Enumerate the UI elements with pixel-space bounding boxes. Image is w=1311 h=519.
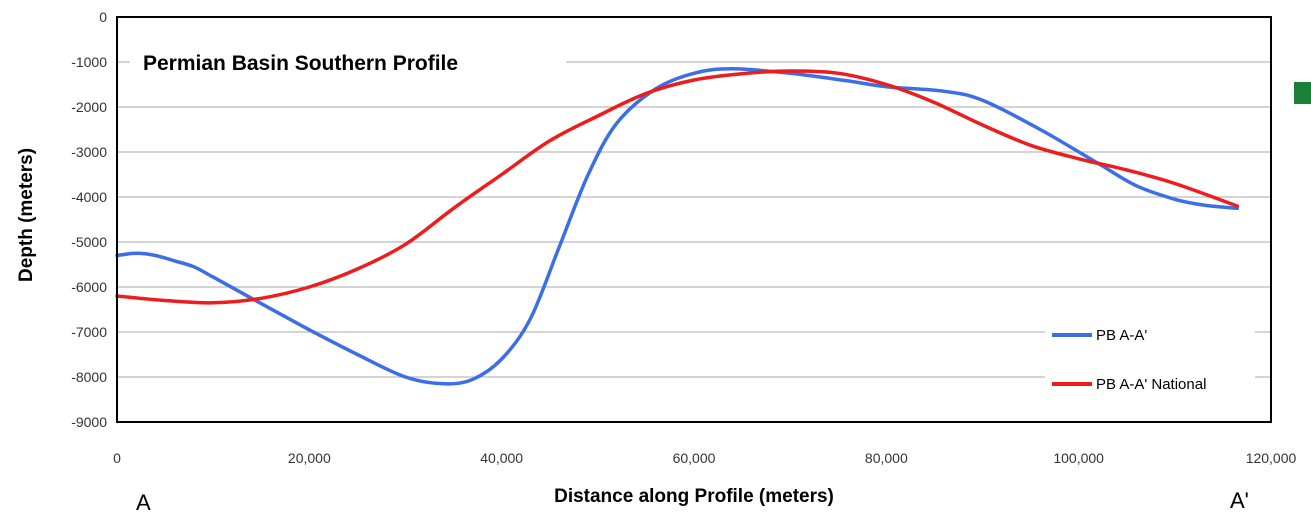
x-tick-label: 40,000 [480,450,523,466]
y-tick-label: -5000 [71,234,107,250]
x-tick-label: 120,000 [1246,450,1297,466]
chart-title-background [130,38,566,86]
y-tick-label: -7000 [71,324,107,340]
endpoint-label-left: A [136,490,151,515]
y-tick-label: -1000 [71,54,107,70]
x-tick-label: 60,000 [673,450,716,466]
legend-background [1045,318,1255,406]
chart-title: Permian Basin Southern Profile [143,52,458,75]
y-tick-label: 0 [99,9,107,25]
y-tick-label: -6000 [71,279,107,295]
series-line-pb-a-a [115,67,1240,386]
legend: PB A-A' PB A-A' National [1045,318,1255,406]
x-tick-label: 100,000 [1053,450,1104,466]
y-tick-label: -2000 [71,99,107,115]
y-tick-label: -4000 [71,189,107,205]
legend-label-pb-a-a-national: PB A-A' National [1096,376,1206,393]
legend-label-pb-a-a: PB A-A' [1096,327,1147,344]
series-layer [115,67,1240,386]
y-tick-labels: 0 -1000 -2000 -3000 -4000 -5000 -6000 -7000 -800… [71,9,107,430]
y-tick-label: -8000 [71,369,107,385]
y-tick-label: -3000 [71,144,107,160]
y-axis-title: Depth (meters) [16,148,37,282]
x-tick-label: 0 [113,450,121,466]
x-tick-labels: 0 20,000 40,000 60,000 80,000 100,000 120,000 [113,450,1296,466]
x-tick-label: 20,000 [288,450,331,466]
x-axis-title: Distance along Profile (meters) [554,486,834,507]
legend-marker-box [1294,82,1311,104]
endpoint-label-right: A' [1230,488,1249,513]
x-tick-label: 80,000 [865,450,908,466]
series-line-pb-a-a-national [115,69,1240,305]
y-tick-label: -9000 [71,414,107,430]
plot-area-frame [116,16,1272,423]
